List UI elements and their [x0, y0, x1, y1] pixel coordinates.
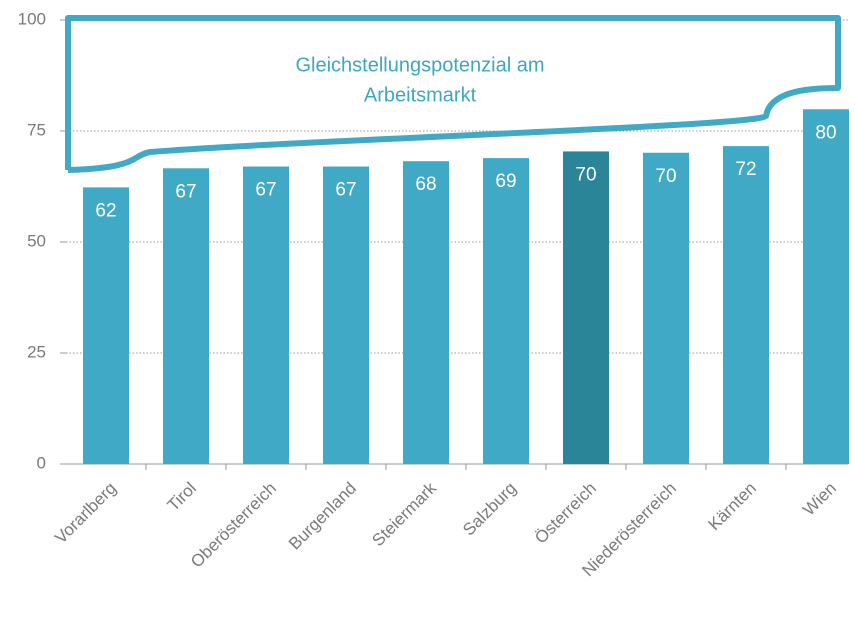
bar: [403, 161, 449, 464]
y-tick-label: 0: [37, 453, 46, 472]
bar: [643, 152, 689, 465]
value-label: 72: [735, 159, 756, 180]
value-label: 67: [335, 180, 356, 201]
annotation: Arbeitsmarkt: [364, 84, 477, 106]
value-label: 62: [95, 200, 116, 221]
y-tick-label: 50: [27, 231, 46, 250]
x-tick-label: Österreich: [531, 479, 600, 548]
value-label: 69: [495, 171, 516, 192]
x-tick-label: Kärnten: [704, 479, 760, 535]
value-label: 70: [655, 166, 676, 187]
x-tick-label: Vorarlberg: [51, 479, 120, 548]
y-tick-label: 100: [18, 9, 46, 28]
value-label: 67: [175, 181, 196, 202]
annotation: Gleichstellungspotenzial am: [295, 54, 544, 76]
bar: [243, 166, 289, 464]
x-tick-label: Burgenland: [285, 479, 360, 554]
bar: [83, 187, 129, 464]
bar: [563, 151, 609, 464]
annotation-bracket: [65, 15, 841, 173]
bar: [803, 109, 849, 464]
bar: [723, 146, 769, 464]
x-tick-label: Tirol: [164, 479, 200, 515]
x-tick-label: Salzburg: [459, 479, 520, 540]
bar: [483, 158, 529, 465]
y-tick-label: 75: [27, 120, 46, 139]
value-label: 68: [415, 174, 436, 195]
x-tick-label: Oberösterreich: [187, 479, 280, 572]
x-tick-label: Steiermark: [368, 478, 440, 550]
value-label: 70: [575, 164, 596, 185]
x-tick-label: Wien: [799, 479, 840, 520]
bar: [323, 166, 369, 464]
bar: [163, 168, 209, 464]
value-label: 80: [815, 122, 836, 143]
y-tick-label: 25: [27, 342, 46, 361]
value-label: 67: [255, 180, 276, 201]
